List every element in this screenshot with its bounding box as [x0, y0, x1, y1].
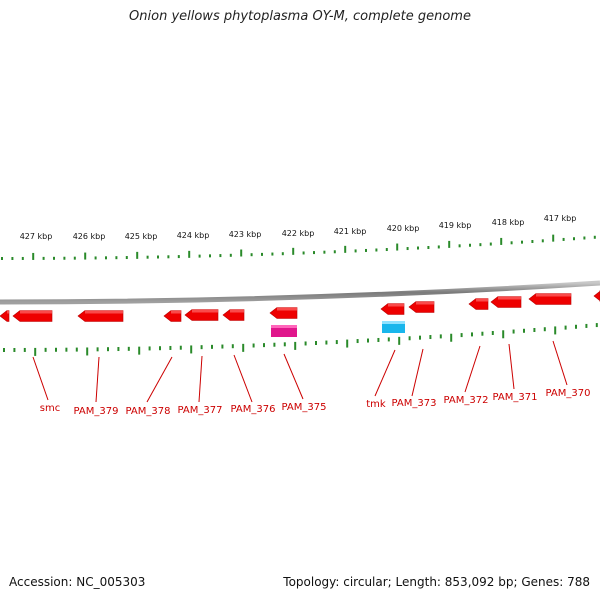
- gene-labels: smc PAM_379 PAM_378 PAM_377 PAM_376 PAM_375 tm…: [40, 388, 591, 417]
- gene-arrow-highlight: [20, 310, 52, 314]
- gene-label: PAM_370: [546, 388, 591, 399]
- feature-boxes: [271, 321, 405, 337]
- kbp-label: 420 kbp: [387, 224, 420, 233]
- kbp-label: 423 kbp: [229, 230, 262, 239]
- outer-scale-ticks: [1, 234, 596, 260]
- label-connector: [552, 340, 568, 386]
- kbp-label: 426 kbp: [73, 232, 106, 241]
- label-connector: [146, 356, 173, 403]
- kbp-label: 418 kbp: [492, 218, 525, 227]
- gene-arrow-highlight: [171, 310, 181, 314]
- gene-arrow-highlight: [192, 309, 218, 313]
- gene-arrow-highlight: [498, 296, 521, 300]
- label-connector: [411, 348, 424, 397]
- gene-label: tmk: [366, 399, 386, 410]
- accession-text: Accession: NC_005303: [9, 575, 146, 589]
- label-connector: [508, 343, 515, 390]
- gene-arrow-highlight: [388, 303, 404, 307]
- gene-arrow: [0, 310, 10, 322]
- label-connector: [95, 356, 100, 403]
- topology-text: Topology: circular; Length: 853,092 bp; …: [283, 575, 590, 589]
- label-connector: [198, 355, 203, 403]
- gene-label: PAM_379: [74, 406, 119, 417]
- label-connectors: [32, 340, 568, 403]
- gene-arrows: [0, 290, 600, 322]
- page-title: Onion yellows phytoplasma OY-M, complete…: [129, 9, 471, 24]
- gene-arrow-highlight: [85, 310, 123, 314]
- feature-box-cyan-highlight: [382, 321, 405, 324]
- gene-arrow-highlight: [536, 293, 571, 297]
- gene-arrow-highlight: [416, 301, 434, 305]
- gene-label: PAM_372: [444, 395, 489, 406]
- kbp-label: 427 kbp: [20, 232, 53, 241]
- kbp-label: 424 kbp: [177, 231, 210, 240]
- genome-backbone: [0, 280, 600, 305]
- gene-arrow-highlight: [277, 307, 297, 311]
- kbp-scale-labels: 427 kbp 426 kbp 425 kbp 424 kbp 423 kbp 422 k…: [20, 214, 577, 241]
- gene-arrow: [593, 290, 600, 302]
- gene-label: PAM_378: [126, 406, 171, 417]
- label-connector: [233, 354, 253, 403]
- label-connector: [464, 345, 481, 393]
- gene-label: PAM_377: [178, 405, 223, 416]
- kbp-label: 425 kbp: [125, 232, 158, 241]
- kbp-label: 421 kbp: [334, 227, 367, 236]
- kbp-label: 419 kbp: [439, 221, 472, 230]
- label-connector: [32, 356, 49, 401]
- gene-label: PAM_371: [493, 392, 538, 403]
- gene-label: smc: [40, 403, 60, 414]
- feature-box-magenta-highlight: [271, 325, 297, 328]
- gene-arrow-highlight: [7, 310, 9, 314]
- inner-scale-ticks: [3, 323, 598, 356]
- gene-label: PAM_376: [231, 404, 276, 415]
- gene-arrow-highlight: [230, 309, 244, 313]
- kbp-label: 417 kbp: [544, 214, 577, 223]
- label-connector: [283, 353, 304, 400]
- gene-label: PAM_375: [282, 402, 327, 413]
- kbp-label: 422 kbp: [282, 229, 315, 238]
- gene-arrow-highlight: [476, 298, 488, 302]
- gene-label: PAM_373: [392, 398, 437, 409]
- label-connector: [374, 349, 396, 397]
